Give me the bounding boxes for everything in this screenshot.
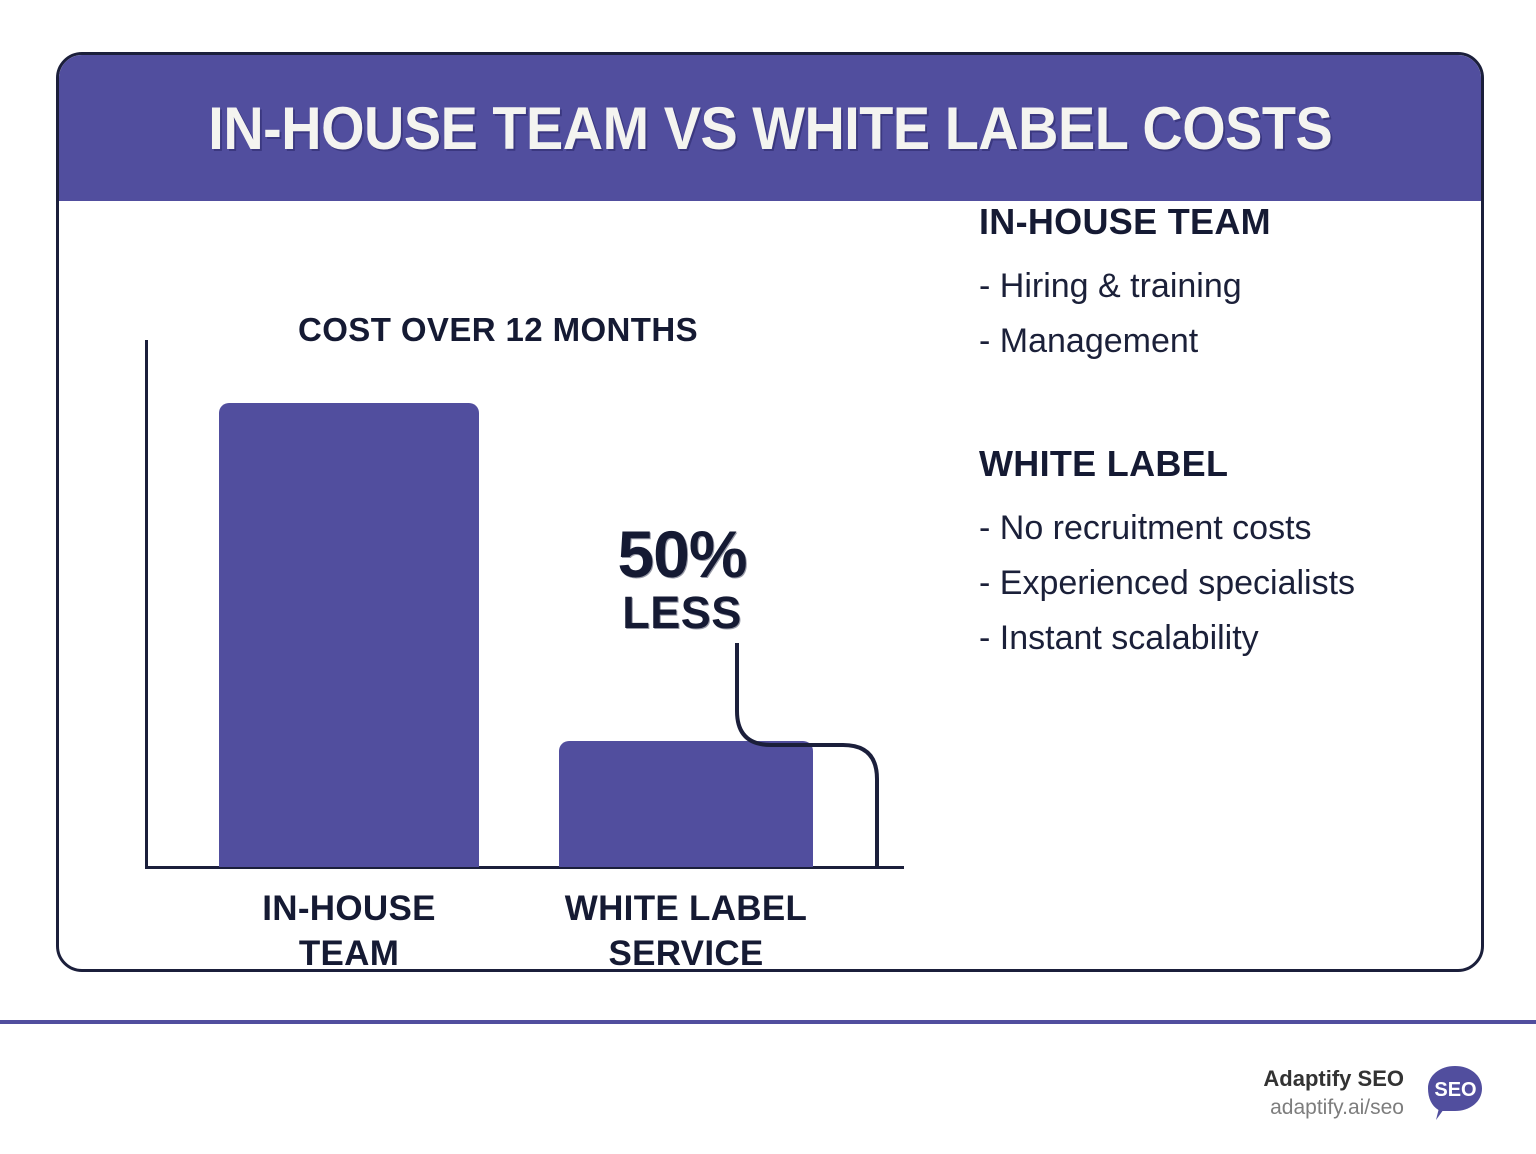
footer-text-block: Adaptify SEO adaptify.ai/seo <box>1263 1064 1404 1122</box>
info-list-item: - Experienced specialists <box>979 564 1356 603</box>
info-list-item: - No recruitment costs <box>979 509 1312 548</box>
savings-percent: 50% <box>617 517 747 591</box>
bar-white-label-service <box>559 741 813 867</box>
bar-chart: COST OVER 12 MONTHS IN-HOUSE TEAM WHITE … <box>59 201 939 972</box>
brand-url: adaptify.ai/seo <box>1270 1095 1404 1119</box>
info-group-in-house-team: IN-HOUSE TEAM - Hiring & training - Mana… <box>979 201 1479 369</box>
info-column: IN-HOUSE TEAM - Hiring & training - Mana… <box>979 201 1479 666</box>
info-heading: WHITE LABEL <box>979 443 1229 485</box>
info-group-white-label: WHITE LABEL - No recruitment costs - Exp… <box>979 443 1479 666</box>
bar-label-line-2: SERVICE <box>608 933 764 972</box>
savings-word: LESS <box>622 587 742 638</box>
info-heading: IN-HOUSE TEAM <box>979 201 1271 242</box>
comparison-card: IN-HOUSE TEAM VS WHITE LABEL COSTS COST … <box>56 52 1484 972</box>
seo-bubble-logo-icon: SEO <box>1424 1062 1486 1124</box>
logo-text: SEO <box>1434 1079 1476 1101</box>
page-title: IN-HOUSE TEAM VS WHITE LABEL COSTS <box>207 94 1332 162</box>
savings-callout: 50% LESS <box>567 521 797 639</box>
bar-label-line-1: WHITE LABEL <box>564 889 808 928</box>
y-axis-line <box>145 340 148 869</box>
info-list-item: - Management <box>979 322 1199 361</box>
x-axis-line <box>145 866 904 869</box>
footer-divider <box>0 1020 1536 1024</box>
chart-title: COST OVER 12 MONTHS <box>298 311 698 348</box>
bar-in-house-team <box>219 403 479 867</box>
footer: Adaptify SEO adaptify.ai/seo SEO <box>1263 1062 1486 1124</box>
info-list-item: - Hiring & training <box>979 267 1242 305</box>
card-header: IN-HOUSE TEAM VS WHITE LABEL COSTS <box>59 55 1481 201</box>
bar-label-line-1: IN-HOUSE <box>262 889 436 928</box>
x-tick-label-white-label-service: WHITE LABEL SERVICE <box>539 887 833 972</box>
bar-label-line-2: TEAM <box>298 933 400 972</box>
brand-name: Adaptify SEO <box>1263 1065 1404 1091</box>
x-tick-label-in-house-team: IN-HOUSE TEAM <box>209 887 489 972</box>
info-list-item: - Instant scalability <box>979 619 1259 658</box>
